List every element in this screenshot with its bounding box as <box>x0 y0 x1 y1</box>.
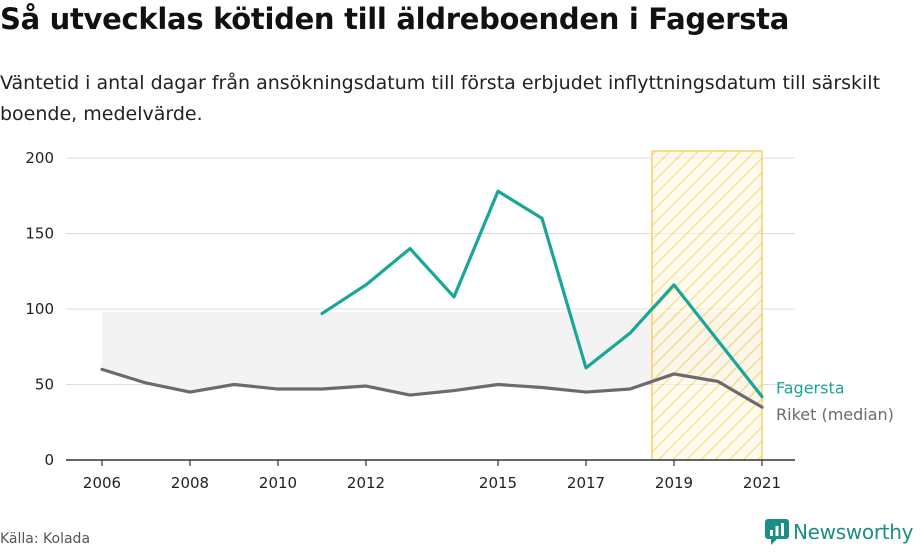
series-line-riket <box>100 367 764 409</box>
x-tick-label-2015: 2015 <box>479 474 517 492</box>
chart-title: Så utvecklas kötiden till äldreboenden i… <box>0 2 790 36</box>
y-tick-label-150: 150 <box>25 225 54 243</box>
x-tick-label-2012: 2012 <box>347 474 385 492</box>
x-tick-label-2019: 2019 <box>655 474 693 492</box>
y-tick-label-0: 0 <box>44 451 54 469</box>
x-tick-label-2008: 2008 <box>171 474 209 492</box>
x-tick-label-2021: 2021 <box>743 474 781 492</box>
x-tick-label-2017: 2017 <box>567 474 605 492</box>
series-label-fagersta: Fagersta <box>776 379 845 398</box>
y-tick-label-100: 100 <box>25 300 54 318</box>
series-label-riket: Riket (median) <box>776 405 894 424</box>
highlight-period <box>651 150 763 461</box>
y-tick-label-200: 200 <box>25 149 54 167</box>
range-band <box>102 312 762 408</box>
chart-subtitle: Väntetid i antal dagar från ansökningsda… <box>0 72 881 125</box>
newsworthy-logo: Newsworthy <box>765 519 914 545</box>
source-note: Källa: Kolada <box>0 531 91 547</box>
newsworthy-icon <box>765 519 789 545</box>
x-tick-label-2006: 2006 <box>83 474 121 492</box>
y-tick-label-50: 50 <box>35 376 54 394</box>
brand-name: Newsworthy <box>793 520 914 544</box>
x-tick-label-2010: 2010 <box>259 474 297 492</box>
